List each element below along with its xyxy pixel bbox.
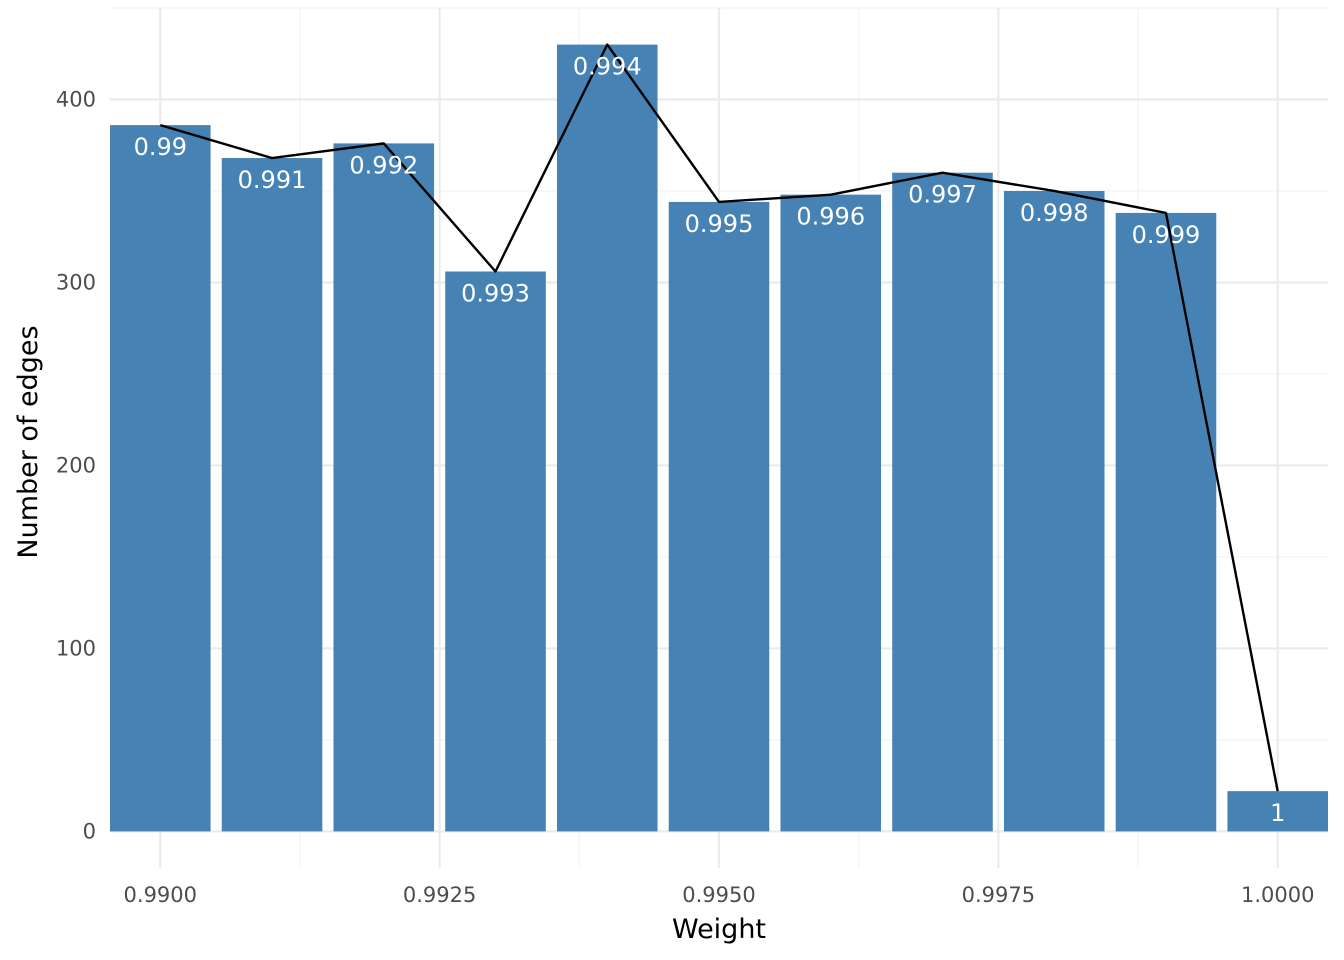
bar-value-label: 0.99	[134, 133, 187, 161]
x-tick-label: 0.9925	[403, 883, 476, 907]
bar-value-label: 0.992	[349, 151, 418, 179]
y-tick-label: 0	[83, 819, 96, 843]
bar-value-label: 0.993	[461, 279, 530, 307]
y-tick-label: 200	[56, 453, 96, 477]
x-axis-title: Weight	[672, 914, 766, 945]
x-tick-label: 0.9900	[124, 883, 197, 907]
bar-value-label: 0.998	[1020, 199, 1089, 227]
y-tick-label: 400	[56, 87, 96, 111]
bar	[780, 194, 882, 832]
bar	[221, 158, 323, 832]
bar-value-label: 0.994	[573, 53, 642, 81]
x-axis-ticks: 0.9900 0.9925 0.9950 0.9975 1.0000	[124, 883, 1315, 907]
bar	[1227, 791, 1328, 832]
bar-value-label: 0.995	[685, 210, 754, 238]
x-tick-label: 0.9950	[682, 883, 755, 907]
trend-line-layer	[159, 43, 1279, 792]
bar	[892, 172, 993, 832]
bar	[668, 201, 770, 832]
bar	[445, 271, 546, 832]
trend-line	[159, 43, 1279, 792]
bar-value-label: 0.999	[1132, 221, 1201, 249]
bar	[333, 143, 435, 832]
y-axis-title: Number of edges	[13, 325, 44, 558]
bar-value-label: 0.996	[796, 203, 865, 231]
bar	[110, 125, 211, 832]
bar	[1115, 212, 1217, 832]
x-tick-label: 1.0000	[1241, 883, 1314, 907]
bar-value-label: 0.991	[238, 166, 307, 194]
y-tick-label: 300	[56, 270, 96, 294]
y-tick-label: 100	[56, 636, 96, 660]
x-tick-label: 0.9975	[962, 883, 1035, 907]
bar	[1003, 190, 1105, 832]
y-axis-ticks: 0 100 200 300 400	[56, 87, 96, 843]
bar-value-label: 0.997	[908, 181, 977, 209]
bar	[556, 44, 658, 832]
bar-labels: 0.99 0.991 0.992 0.993 0.994 0.995 0.996 0.997 0…	[134, 53, 1286, 828]
bars	[110, 44, 1328, 832]
bar-value-label: 1	[1270, 799, 1285, 827]
